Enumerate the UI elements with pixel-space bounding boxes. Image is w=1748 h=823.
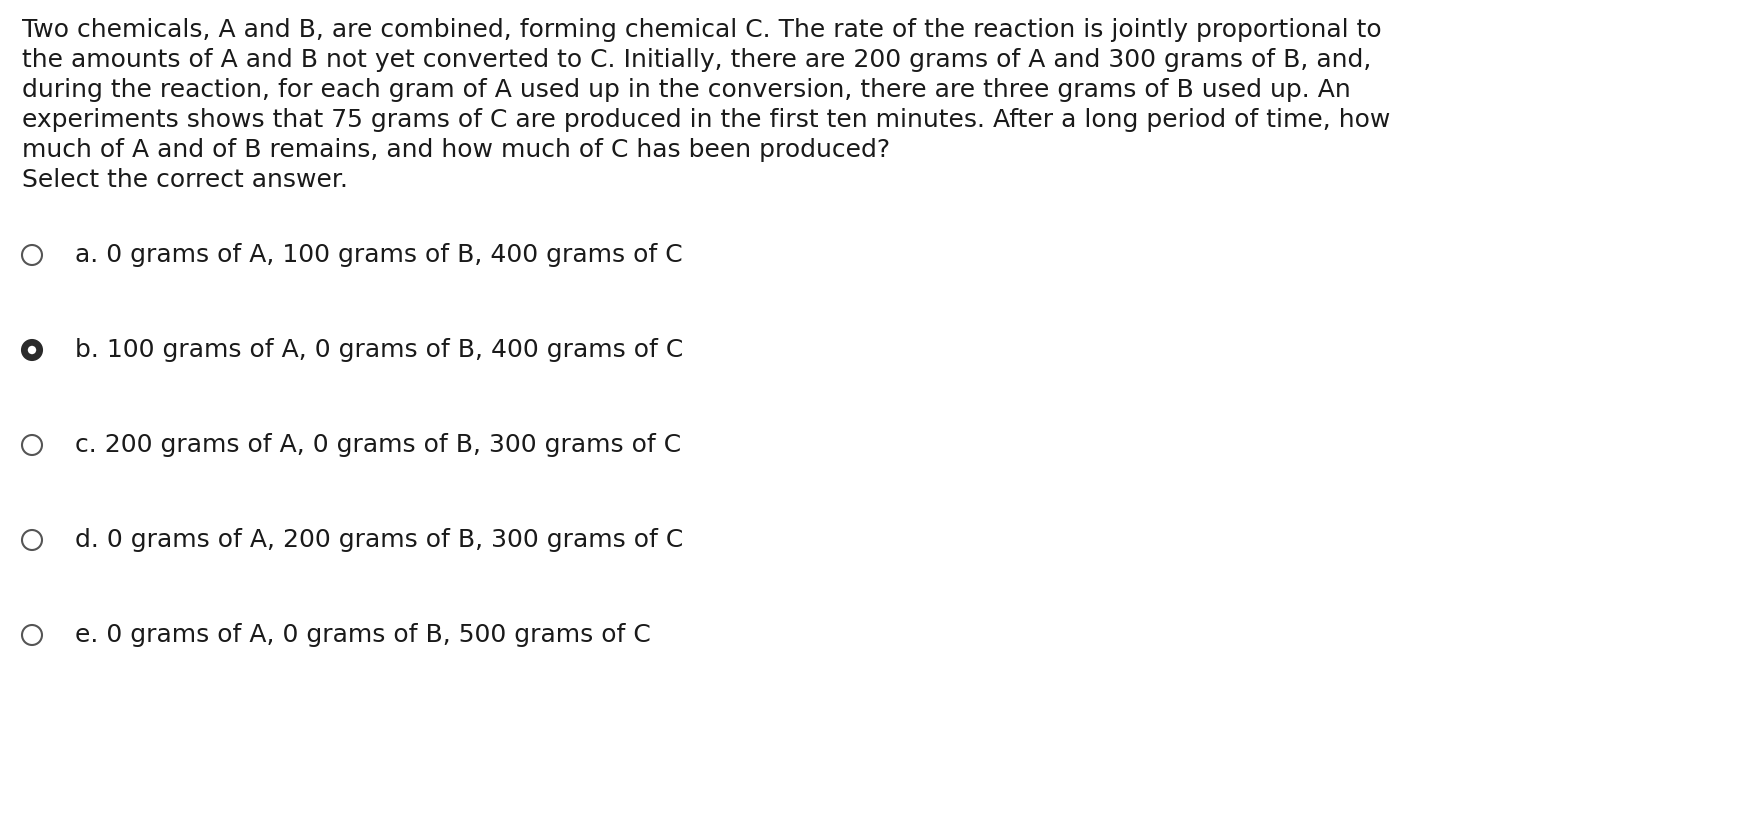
Circle shape — [23, 340, 42, 360]
Text: experiments shows that 75 grams of C are produced in the first ten minutes. Afte: experiments shows that 75 grams of C are… — [23, 108, 1390, 132]
Text: much of A and of B remains, and how much of C has been produced?: much of A and of B remains, and how much… — [23, 138, 890, 162]
Text: a. 0 grams of A, 100 grams of B, 400 grams of C: a. 0 grams of A, 100 grams of B, 400 gra… — [75, 243, 682, 267]
Text: the amounts of A and B not yet converted to C. Initially, there are 200 grams of: the amounts of A and B not yet converted… — [23, 48, 1370, 72]
Text: c. 200 grams of A, 0 grams of B, 300 grams of C: c. 200 grams of A, 0 grams of B, 300 gra… — [75, 433, 680, 457]
Text: during the reaction, for each gram of A used up in the conversion, there are thr: during the reaction, for each gram of A … — [23, 78, 1349, 102]
Circle shape — [28, 346, 37, 354]
Text: Two chemicals, A and B, are combined, forming chemical C. The rate of the reacti: Two chemicals, A and B, are combined, fo… — [23, 18, 1381, 42]
Text: e. 0 grams of A, 0 grams of B, 500 grams of C: e. 0 grams of A, 0 grams of B, 500 grams… — [75, 623, 650, 647]
Text: Select the correct answer.: Select the correct answer. — [23, 168, 348, 192]
Text: d. 0 grams of A, 200 grams of B, 300 grams of C: d. 0 grams of A, 200 grams of B, 300 gra… — [75, 528, 683, 552]
Text: b. 100 grams of A, 0 grams of B, 400 grams of C: b. 100 grams of A, 0 grams of B, 400 gra… — [75, 338, 683, 362]
